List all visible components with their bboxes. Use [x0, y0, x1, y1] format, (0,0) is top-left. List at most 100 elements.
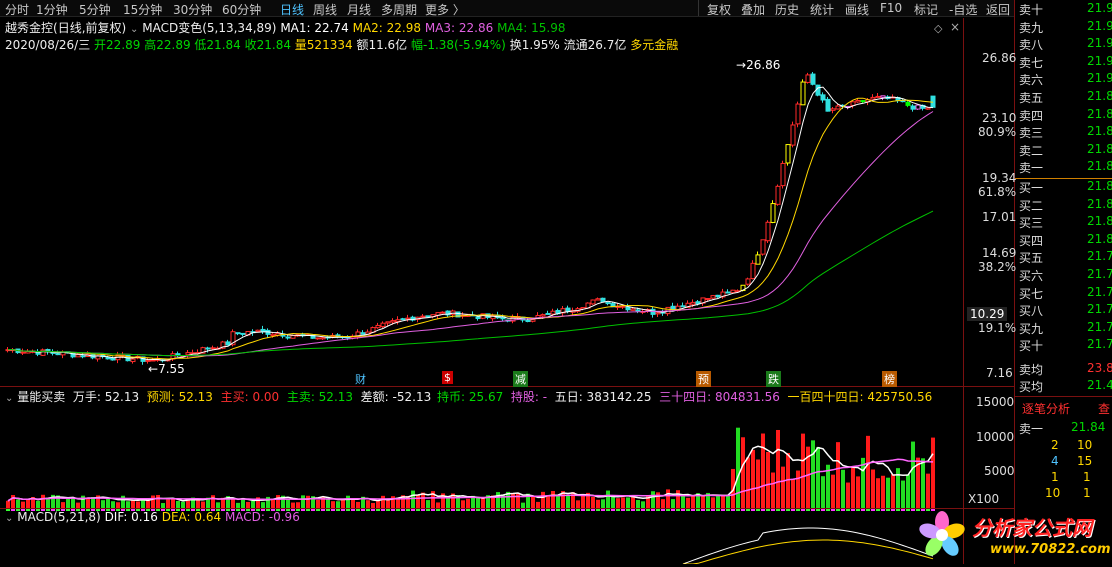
period-monthly[interactable]: 月线: [347, 3, 372, 17]
volume-axis-label: 5000: [984, 464, 1015, 478]
period-more[interactable]: 更多 〉: [425, 3, 465, 17]
tool-lishi[interactable]: 历史: [775, 3, 800, 17]
tool-f10[interactable]: F10: [880, 1, 903, 15]
event-tag-dollar[interactable]: $: [442, 371, 453, 384]
event-tag-bang[interactable]: 榜: [882, 371, 897, 387]
volume-signal-mark: [876, 508, 880, 511]
volume-signal-mark: [736, 508, 740, 511]
volume-bar: [86, 497, 90, 508]
volume-signal-mark: [281, 508, 285, 511]
event-tag-cai[interactable]: 财: [355, 373, 366, 386]
tool-tongji[interactable]: 统计: [810, 3, 835, 17]
buy-level-row[interactable]: 买三 21.8: [1019, 214, 1112, 231]
sell-level-row[interactable]: 卖七 21.9: [1019, 54, 1112, 71]
volume-bars: [6, 427, 935, 511]
volume-signal-mark: [51, 508, 55, 511]
event-tag-yu[interactable]: 预: [696, 371, 711, 387]
bar-date: 2020/08/26/三: [5, 38, 91, 52]
volume-axis-label: 10000: [976, 430, 1015, 444]
sell-level-row[interactable]: 卖二 21.8: [1019, 142, 1112, 159]
volume-bar: [281, 495, 285, 508]
tool-fuquan[interactable]: 复权: [707, 3, 732, 17]
volume-signal-mark: [361, 508, 365, 511]
volume-bar: [876, 478, 880, 508]
volume-signal-mark: [236, 508, 240, 511]
event-tag-jian[interactable]: 减: [513, 371, 528, 387]
tool-diejia[interactable]: 叠加: [741, 3, 766, 17]
period-fenshi[interactable]: 分时: [5, 3, 30, 17]
period-daily[interactable]: 日线: [280, 3, 305, 17]
volume-bar: [576, 500, 580, 508]
volume-signal-mark: [786, 508, 790, 511]
tool-huaxian[interactable]: 画线: [845, 3, 870, 17]
volume-signal-mark: [131, 508, 135, 511]
candle-body: [790, 124, 796, 146]
order-level-price: 21.9: [1087, 1, 1112, 15]
volume-signal-mark: [166, 508, 170, 511]
candle-body: [925, 107, 931, 110]
sell-level-row[interactable]: 卖四 21.8: [1019, 107, 1112, 124]
volume-panel-title[interactable]: 量能买卖: [17, 390, 66, 404]
diamond-icon[interactable]: ◇: [934, 22, 943, 35]
candle-body: [725, 291, 731, 294]
buy-level-row[interactable]: 买五 21.7: [1019, 249, 1112, 266]
sell-level-row[interactable]: 卖九 21.9: [1019, 19, 1112, 36]
period-1min[interactable]: 1分钟: [36, 3, 68, 17]
period-30min[interactable]: 30分钟: [173, 3, 213, 17]
candle-body: [625, 306, 631, 311]
period-weekly[interactable]: 周线: [313, 3, 338, 17]
buy-level-row[interactable]: 买二 21.8: [1019, 197, 1112, 214]
tick-analysis-title[interactable]: 逐笔分析 查: [1022, 402, 1111, 416]
macd-dea-line: [683, 539, 934, 564]
candle-body: [385, 321, 391, 324]
candle-body: [830, 108, 836, 111]
volume-signal-mark: [541, 508, 545, 511]
event-tag-die[interactable]: 跌: [766, 371, 781, 387]
candle-body: [655, 312, 661, 315]
volume-bar: [411, 490, 415, 508]
buy-level-row[interactable]: 买七 21.7: [1019, 285, 1112, 302]
sell-level-row[interactable]: 卖六 21.9: [1019, 71, 1112, 88]
candle-body: [220, 341, 226, 349]
bar-sector[interactable]: 多元金融: [630, 38, 679, 52]
chevron-down-icon[interactable]: ⌄: [5, 393, 14, 404]
order-level-label: 卖一: [1019, 161, 1044, 176]
volume-bar: [651, 491, 655, 508]
chevron-down-icon[interactable]: ⌄: [130, 24, 139, 35]
buy-level-row[interactable]: 买九 21.7: [1019, 320, 1112, 337]
buy-level-row[interactable]: 买四 21.8: [1019, 232, 1112, 249]
volume-signal-mark: [866, 508, 870, 511]
macd-title[interactable]: MACD(5,21,8): [17, 510, 101, 524]
volume-bar: [516, 492, 520, 508]
sell-level-row[interactable]: 卖一 21.8: [1019, 159, 1112, 176]
candle-body: [230, 331, 236, 346]
volume-signal-mark: [741, 508, 745, 511]
chevron-down-icon[interactable]: ⌄: [5, 513, 14, 524]
period-15min[interactable]: 15分钟: [123, 3, 163, 17]
buy-level-row[interactable]: 买八 21.7: [1019, 302, 1112, 319]
sell-level-row[interactable]: 卖十 21.9: [1019, 1, 1112, 18]
volume-bar: [206, 497, 210, 508]
period-multi[interactable]: 多周期: [381, 3, 418, 17]
volume-bar: [176, 501, 180, 508]
volume-bar: [6, 500, 10, 508]
volume-bar: [111, 501, 115, 508]
tool-fanhui[interactable]: 返回: [986, 3, 1011, 17]
volume-signal-mark: [436, 508, 440, 511]
volume-bar: [406, 495, 410, 508]
sell-level-row[interactable]: 卖五 21.8: [1019, 89, 1112, 106]
buy-level-row[interactable]: 买一 21.8: [1019, 179, 1112, 196]
sell-level-row[interactable]: 卖三 21.8: [1019, 124, 1112, 141]
tool-biaoji[interactable]: 标记: [914, 3, 939, 17]
tool-zixuan[interactable]: -自选: [949, 3, 978, 17]
indicator-name[interactable]: MACD变色(5,13,34,89): [142, 21, 277, 35]
candle-body: [440, 311, 446, 314]
close-icon[interactable]: ×: [950, 20, 961, 34]
buy-level-row[interactable]: 买十 21.7: [1019, 337, 1112, 354]
buy-level-row[interactable]: 买六 21.7: [1019, 267, 1112, 284]
volume-bar: [566, 494, 570, 508]
sell-level-row[interactable]: 卖八 21.9: [1019, 36, 1112, 53]
period-60min[interactable]: 60分钟: [222, 3, 262, 17]
order-level-label: 买六: [1019, 269, 1044, 283]
period-5min[interactable]: 5分钟: [79, 3, 111, 17]
